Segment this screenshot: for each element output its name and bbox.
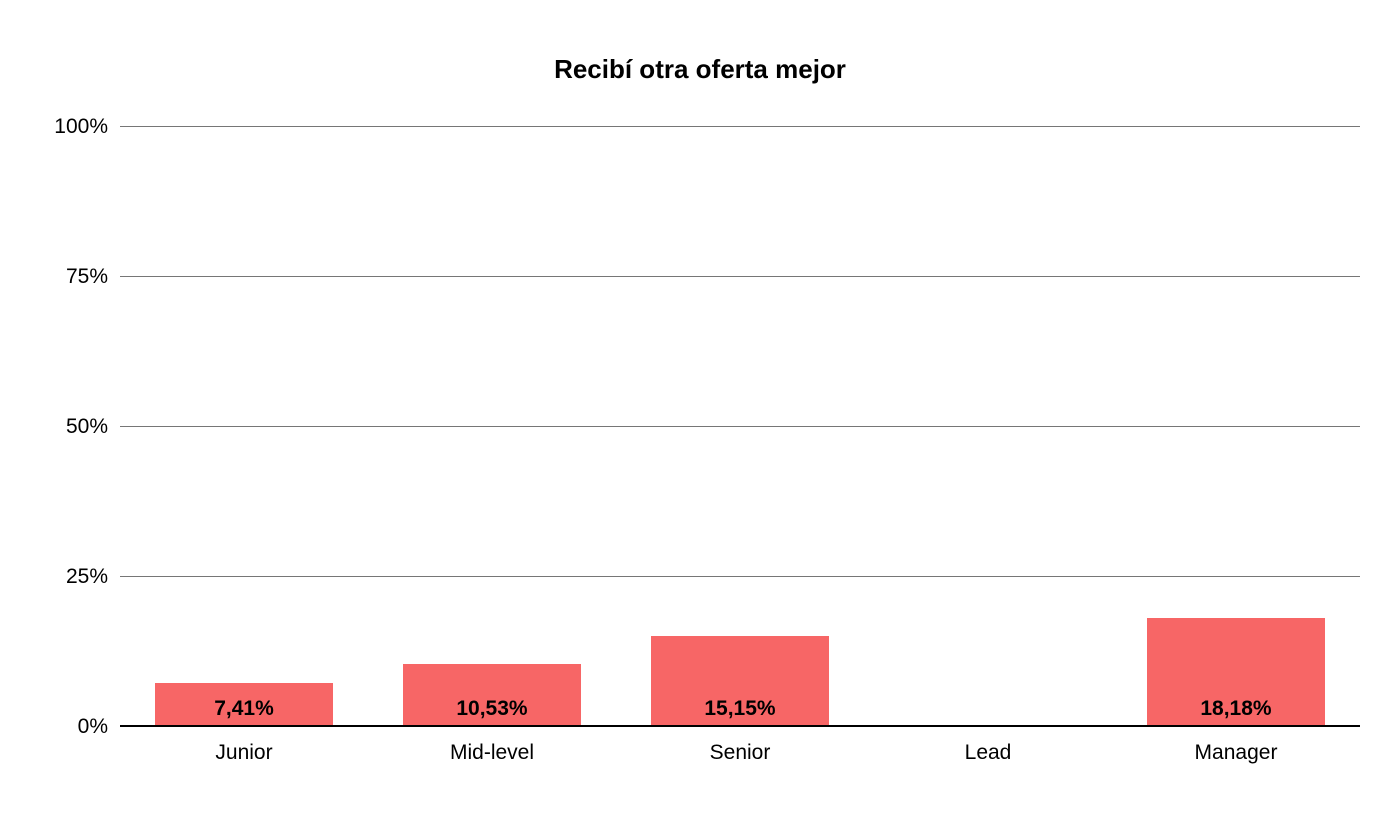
y-tick-label: 100% xyxy=(54,115,120,139)
y-tick-label: 0% xyxy=(78,715,120,739)
y-tick-label: 25% xyxy=(66,565,120,589)
gridline xyxy=(120,126,1360,127)
bar-slot: 15,15%Senior xyxy=(616,127,864,727)
bar-value-label: 10,53% xyxy=(456,697,527,721)
bar-slot: 18,18%Manager xyxy=(1112,127,1360,727)
y-tick-label: 50% xyxy=(66,415,120,439)
bar: 7,41% xyxy=(155,683,334,727)
bar-slot: 10,53%Mid-level xyxy=(368,127,616,727)
x-tick-label: Manager xyxy=(1195,727,1278,765)
plot-area: 7,41%Junior10,53%Mid-level15,15%SeniorLe… xyxy=(120,127,1360,727)
bar-value-label: 18,18% xyxy=(1200,697,1271,721)
x-tick-label: Mid-level xyxy=(450,727,534,765)
bar: 10,53% xyxy=(403,664,582,727)
gridline xyxy=(120,276,1360,277)
x-tick-label: Senior xyxy=(710,727,771,765)
bar: 18,18% xyxy=(1147,618,1326,727)
x-tick-label: Junior xyxy=(215,727,272,765)
y-tick-label: 75% xyxy=(66,265,120,289)
gridline xyxy=(120,426,1360,427)
chart-title: Recibí otra oferta mejor xyxy=(0,54,1400,85)
gridline xyxy=(120,576,1360,577)
bars-container: 7,41%Junior10,53%Mid-level15,15%SeniorLe… xyxy=(120,127,1360,727)
bar-slot: Lead xyxy=(864,127,1112,727)
x-tick-label: Lead xyxy=(965,727,1012,765)
bar-value-label: 15,15% xyxy=(704,697,775,721)
bar-slot: 7,41%Junior xyxy=(120,127,368,727)
x-axis-line xyxy=(120,725,1360,727)
bar: 15,15% xyxy=(651,636,830,727)
bar-value-label: 7,41% xyxy=(214,697,274,721)
bar-chart: Recibí otra oferta mejor 7,41%Junior10,5… xyxy=(0,0,1400,822)
